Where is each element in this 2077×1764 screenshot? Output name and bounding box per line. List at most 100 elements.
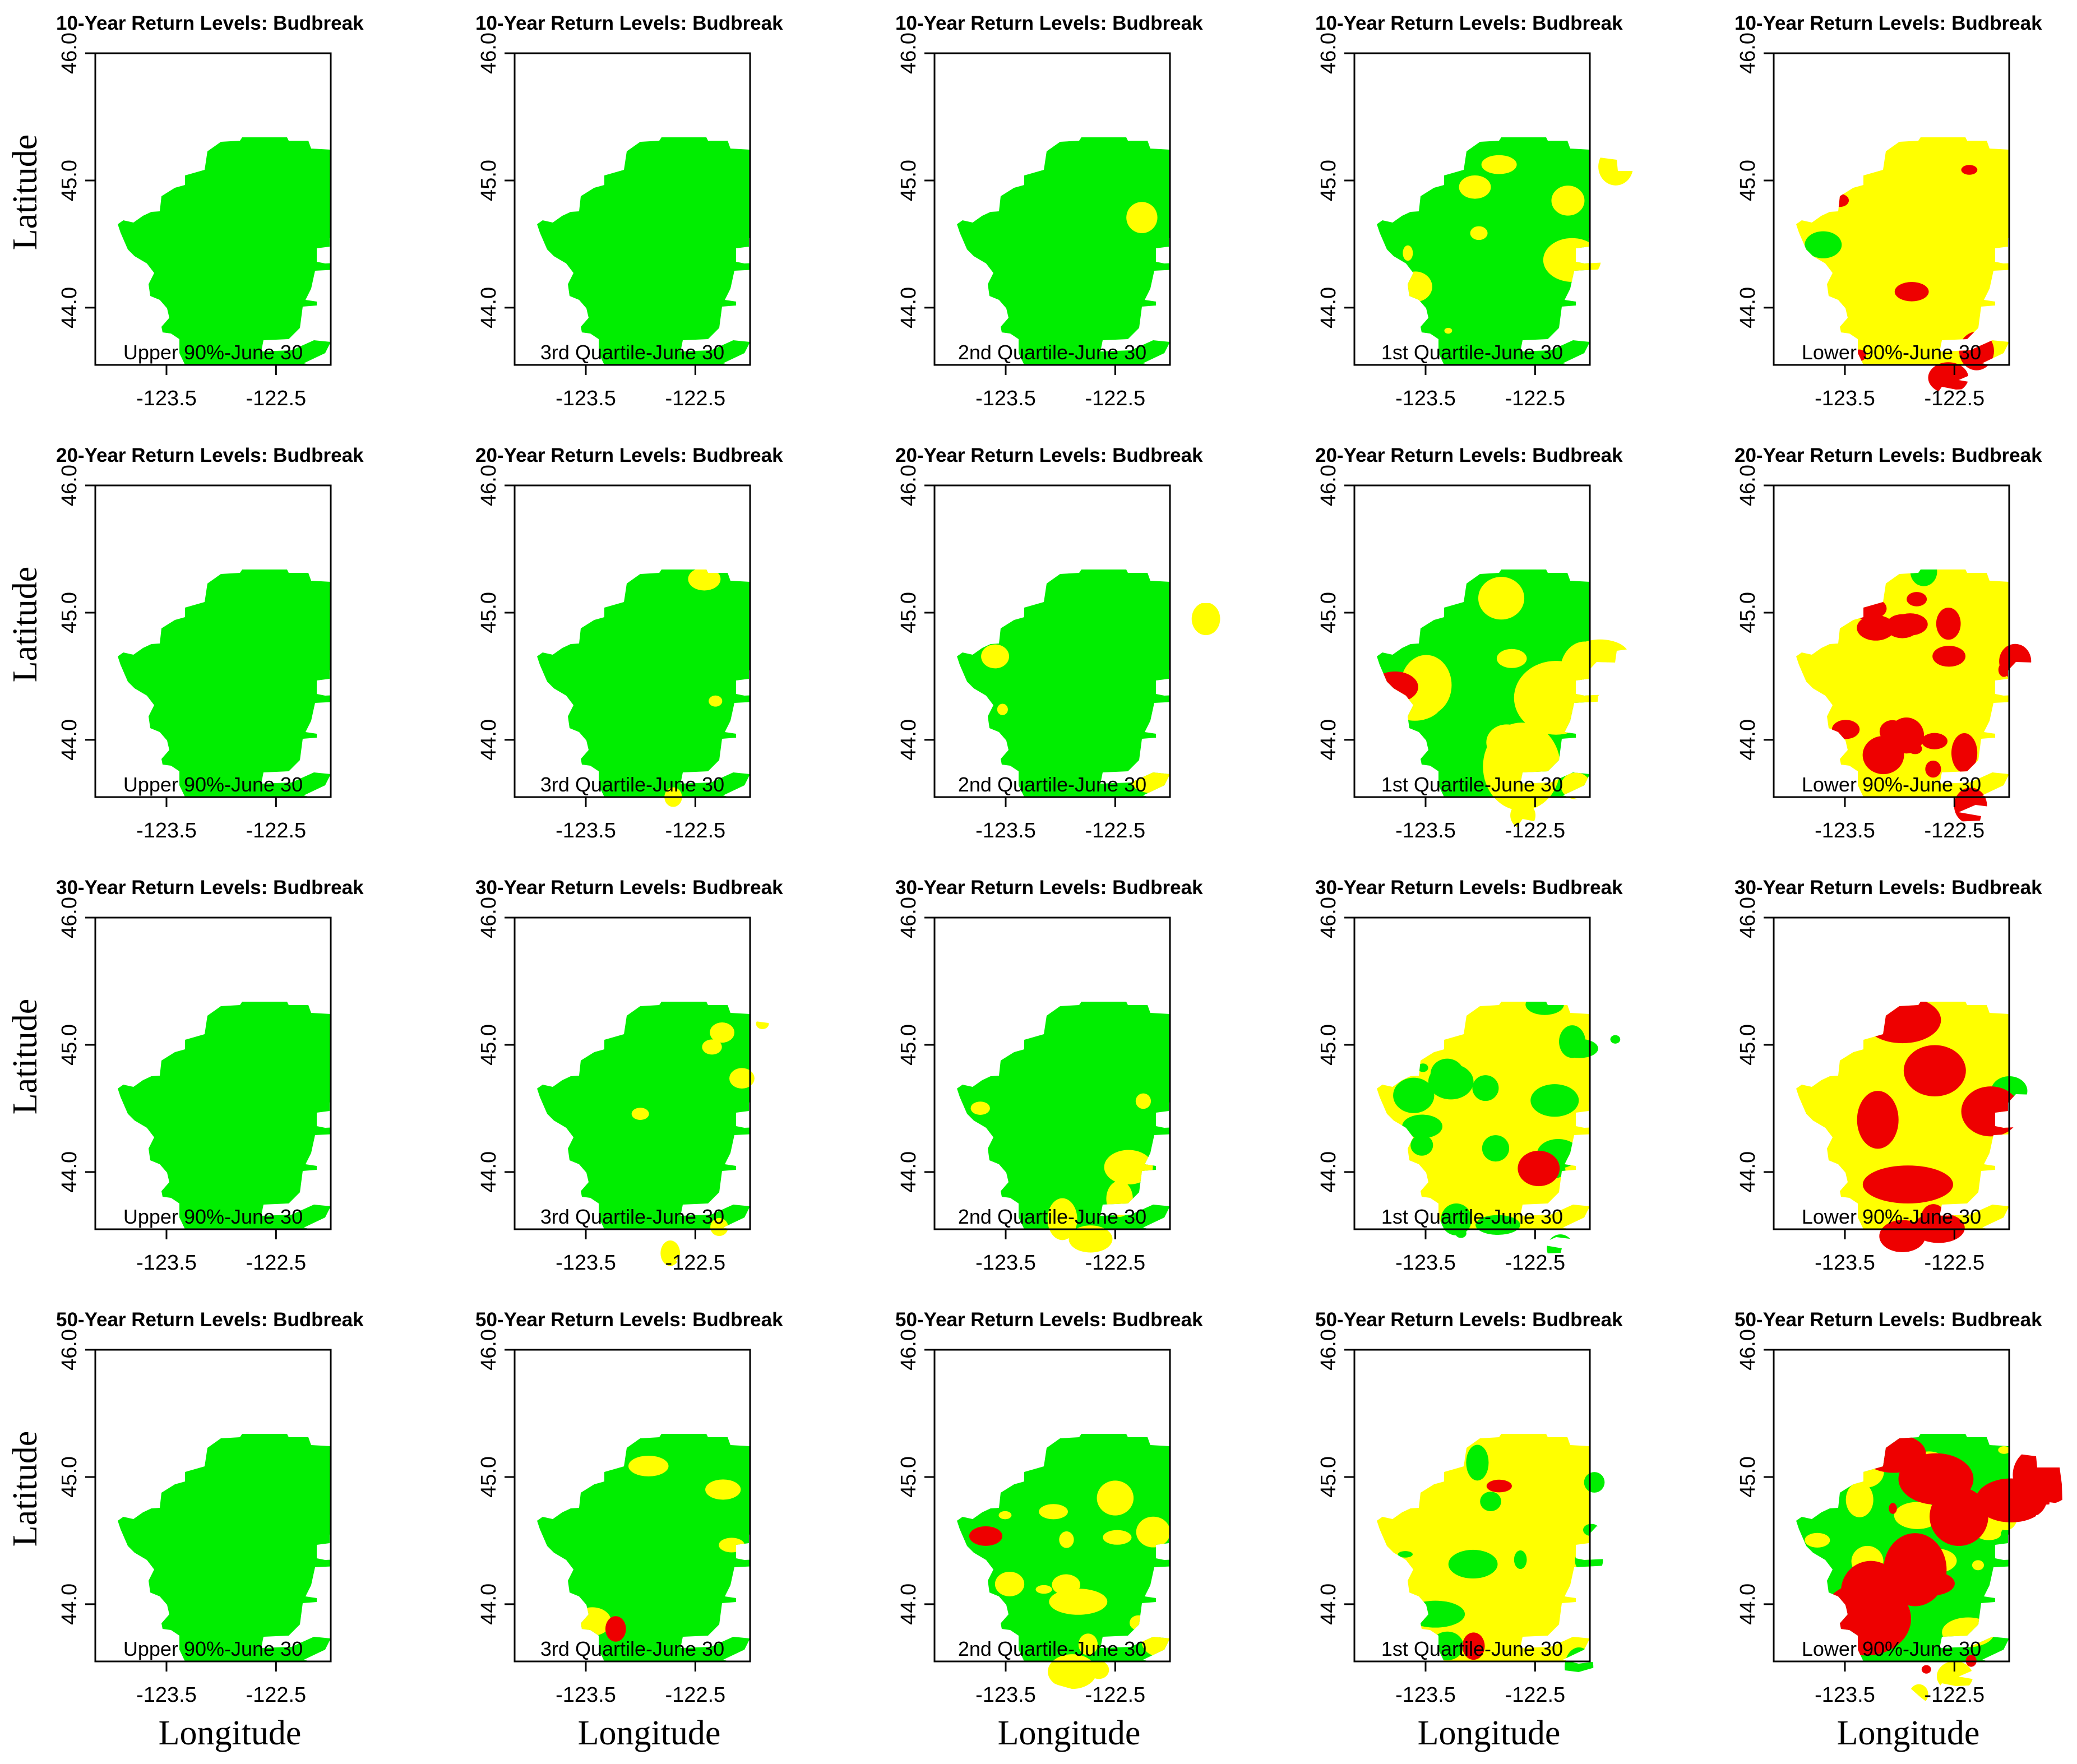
class-patch [660,1240,681,1266]
x-tick-label: -122.5 [665,819,725,842]
x-tick-label: -123.5 [975,1251,1036,1275]
class-patch [631,1108,649,1121]
x-tick-label: -122.5 [246,1251,306,1275]
plot-frame [94,916,332,1230]
class-patch [1068,1225,1113,1253]
class-patch [1972,1560,1985,1571]
plot-frame [933,484,1171,798]
class-patch [1575,1548,1603,1574]
y-tick-label: 44.0 [477,1584,501,1625]
x-tick-label: -122.5 [1924,387,1985,410]
y-tick-label: 44.0 [897,1584,920,1625]
y-tick-label: 44.0 [897,719,920,761]
class-patch [1998,1446,2010,1454]
region-fill [957,1002,1170,1253]
x-tick-label: -122.5 [1505,387,1565,410]
high-class-patch [1377,671,1418,703]
y-tick-label: 45.0 [1317,592,1340,633]
map-panel: 20-Year Return Levels: Budbreak -123.5 -12… [1315,445,1629,842]
region-fill [1377,1434,1605,1687]
x-axis-label: Longitude [1837,1714,1980,1752]
class-patch [1530,1084,1579,1117]
class-patch [1052,1574,1080,1595]
y-tick-label: 45.0 [1317,160,1340,201]
x-tick-label: -123.5 [1395,1251,1456,1275]
y-tick-label: 46.0 [1317,1329,1340,1371]
high-class-patch [969,1526,1003,1546]
y-tick-label: 45.0 [1317,1024,1340,1066]
class-patch [1571,639,1629,672]
panel-caption: Upper 90%-June 30 [123,341,303,364]
class-patch [1078,1633,1098,1656]
y-tick-label: 46.0 [1736,1329,1760,1371]
high-class-patch [1889,717,1925,754]
class-patch [1936,1661,1973,1692]
panel-title: 50-Year Return Levels: Budbreak [1734,1309,2042,1331]
y-tick-label: 46.0 [897,465,920,506]
class-patch [1418,1063,1428,1072]
region-base [537,570,750,797]
panel-caption: 3rd Quartile-June 30 [540,1637,724,1660]
plot-frame [514,1349,751,1663]
region-base [1796,137,2009,365]
class-patch [1448,1549,1498,1579]
panel-caption: Lower 90%-June 30 [1802,773,1981,796]
x-tick-label: -123.5 [136,387,197,410]
panel-title: 20-Year Return Levels: Budbreak [475,445,783,466]
plot-frame [1353,1349,1591,1663]
panel-title: 20-Year Return Levels: Budbreak [895,445,1203,466]
class-patch [1583,1524,1600,1536]
class-patch [1049,1589,1108,1615]
panel-title: 10-Year Return Levels: Budbreak [1734,12,2042,34]
y-axis-label: Latitude [6,999,44,1115]
region-base [118,1434,331,1661]
class-patch [1481,155,1517,174]
y-tick-label: 46.0 [1317,897,1340,938]
panel-title: 50-Year Return Levels: Budbreak [1315,1309,1623,1331]
x-tick-label: -123.5 [1815,819,1875,842]
panel-title: 50-Year Return Levels: Budbreak [895,1309,1203,1331]
class-patch [1039,1504,1068,1520]
class-patch [1805,1532,1830,1548]
y-tick-label: 46.0 [477,33,501,74]
high-class-patch [1976,1478,2047,1522]
high-class-patch [1928,362,1969,393]
high-class-patch [1883,1533,1947,1606]
plot-frame [94,1349,332,1663]
high-class-patch [1961,1086,2020,1137]
y-tick-label: 46.0 [477,1329,501,1371]
high-class-patch [1893,613,1928,636]
region-base [537,137,750,365]
class-patch [1097,1480,1134,1516]
panel-title: 20-Year Return Levels: Budbreak [1315,445,1623,466]
y-tick-label: 45.0 [477,1024,501,1066]
y-tick-label: 46.0 [58,897,81,938]
y-tick-label: 45.0 [897,160,920,201]
high-class-patch [1857,1091,1899,1149]
x-tick-label: -123.5 [1395,387,1456,410]
class-patch [573,1607,612,1636]
class-patch [998,1511,1012,1520]
plot-frame [1353,52,1591,366]
x-tick-label: -122.5 [665,387,725,410]
class-patch [997,703,1008,715]
panel-caption: 1st Quartile-June 30 [1381,341,1563,364]
class-patch [1559,1025,1586,1058]
class-patch [1141,1626,1185,1657]
y-tick-label: 44.0 [58,1584,81,1625]
y-tick-label: 45.0 [1736,1456,1760,1498]
panel-caption: 2nd Quartile-June 30 [958,1205,1146,1228]
region-fill [537,137,750,365]
x-tick-label: -122.5 [246,387,306,410]
y-tick-label: 45.0 [897,1024,920,1066]
plot-frame [514,916,751,1230]
plot-frame [514,484,751,798]
x-tick-label: -122.5 [1085,387,1145,410]
panel-caption: 3rd Quartile-June 30 [540,1205,724,1228]
class-patch [1191,602,1220,636]
x-tick-label: -122.5 [246,819,306,842]
x-tick-label: -123.5 [975,1683,1036,1707]
map-panel: 50-Year Return Levels: Budbreak -123.5 -12… [1315,1309,1623,1752]
y-tick-label: 46.0 [477,465,501,506]
class-patch [1551,186,1585,216]
